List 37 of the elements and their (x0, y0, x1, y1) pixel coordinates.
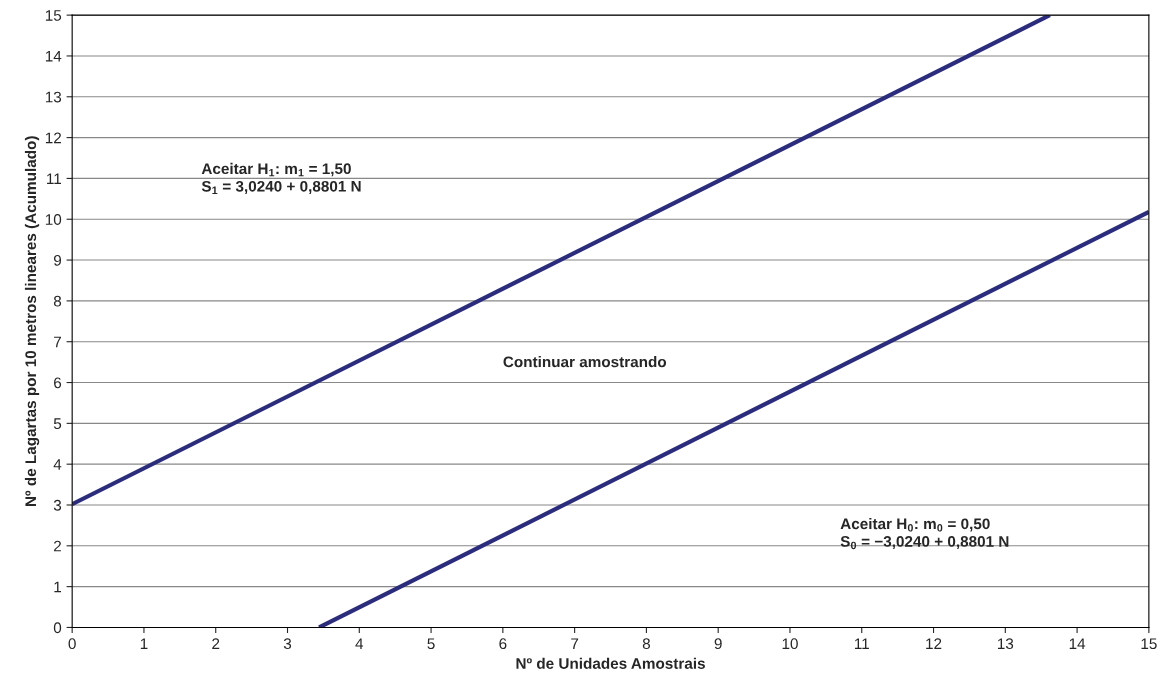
y-tick-label: 7 (54, 336, 61, 348)
x-tick-label: 5 (427, 638, 435, 650)
y-tick-label: 8 (53, 295, 62, 307)
y-tick-label: 5 (53, 418, 62, 430)
x-tick-label: 0 (68, 638, 76, 650)
x-tick-label: 9 (714, 638, 722, 650)
y-tick-label: 0 (53, 622, 62, 634)
x-tick-label: 10 (782, 638, 798, 650)
y-tick-label: 14 (45, 50, 62, 62)
x-tick-label: 13 (997, 638, 1014, 650)
x-tick-label: 14 (1069, 638, 1086, 649)
y-tick-label: 10 (45, 214, 62, 225)
y-tick-label: 12 (45, 132, 61, 144)
y-tick-label: 6 (54, 377, 62, 389)
x-tick-label: 4 (355, 638, 364, 649)
annotation: Continuar amostrando (503, 356, 667, 368)
x-tick-label: 1 (140, 638, 148, 649)
y-tick-label: 9 (53, 254, 62, 266)
x-tick-label: 6 (499, 638, 507, 650)
x-tick-label: 8 (642, 638, 650, 650)
x-tick-label: 15 (1141, 638, 1157, 650)
x-tick-label: 7 (571, 638, 579, 649)
y-tick-label: 3 (53, 499, 62, 511)
x-tick-label: 2 (212, 638, 220, 649)
y-tick-label: 13 (45, 91, 62, 103)
x-tick-label: 3 (283, 638, 292, 650)
y-tick-label: 15 (45, 10, 62, 21)
x-tick-label: 11 (854, 638, 869, 649)
text: Aceitar H$_{1}$: m$_{1}$ = 1,50 S$_{1}$ = 3,0240 + 0,8801 N (201, 162, 361, 194)
y-tick-label: 4 (53, 459, 62, 470)
y-tick-label: 1 (54, 581, 62, 593)
text: Aceitar H$_{0}$: m$_{0}$ = 0,50 S$_{0}$ = −3,0240 + 0,8801 N (840, 518, 1009, 550)
y-axis-title: Nº de Lagartas por 10 metros lineares (Acumulado) (24, 136, 40, 507)
y-tick-label: 11 (47, 173, 62, 184)
y-tick-label: 2 (54, 540, 61, 552)
x-tick-label: 12 (926, 638, 942, 649)
x-axis-title: Nº de Unidades Amostrais (516, 657, 705, 669)
